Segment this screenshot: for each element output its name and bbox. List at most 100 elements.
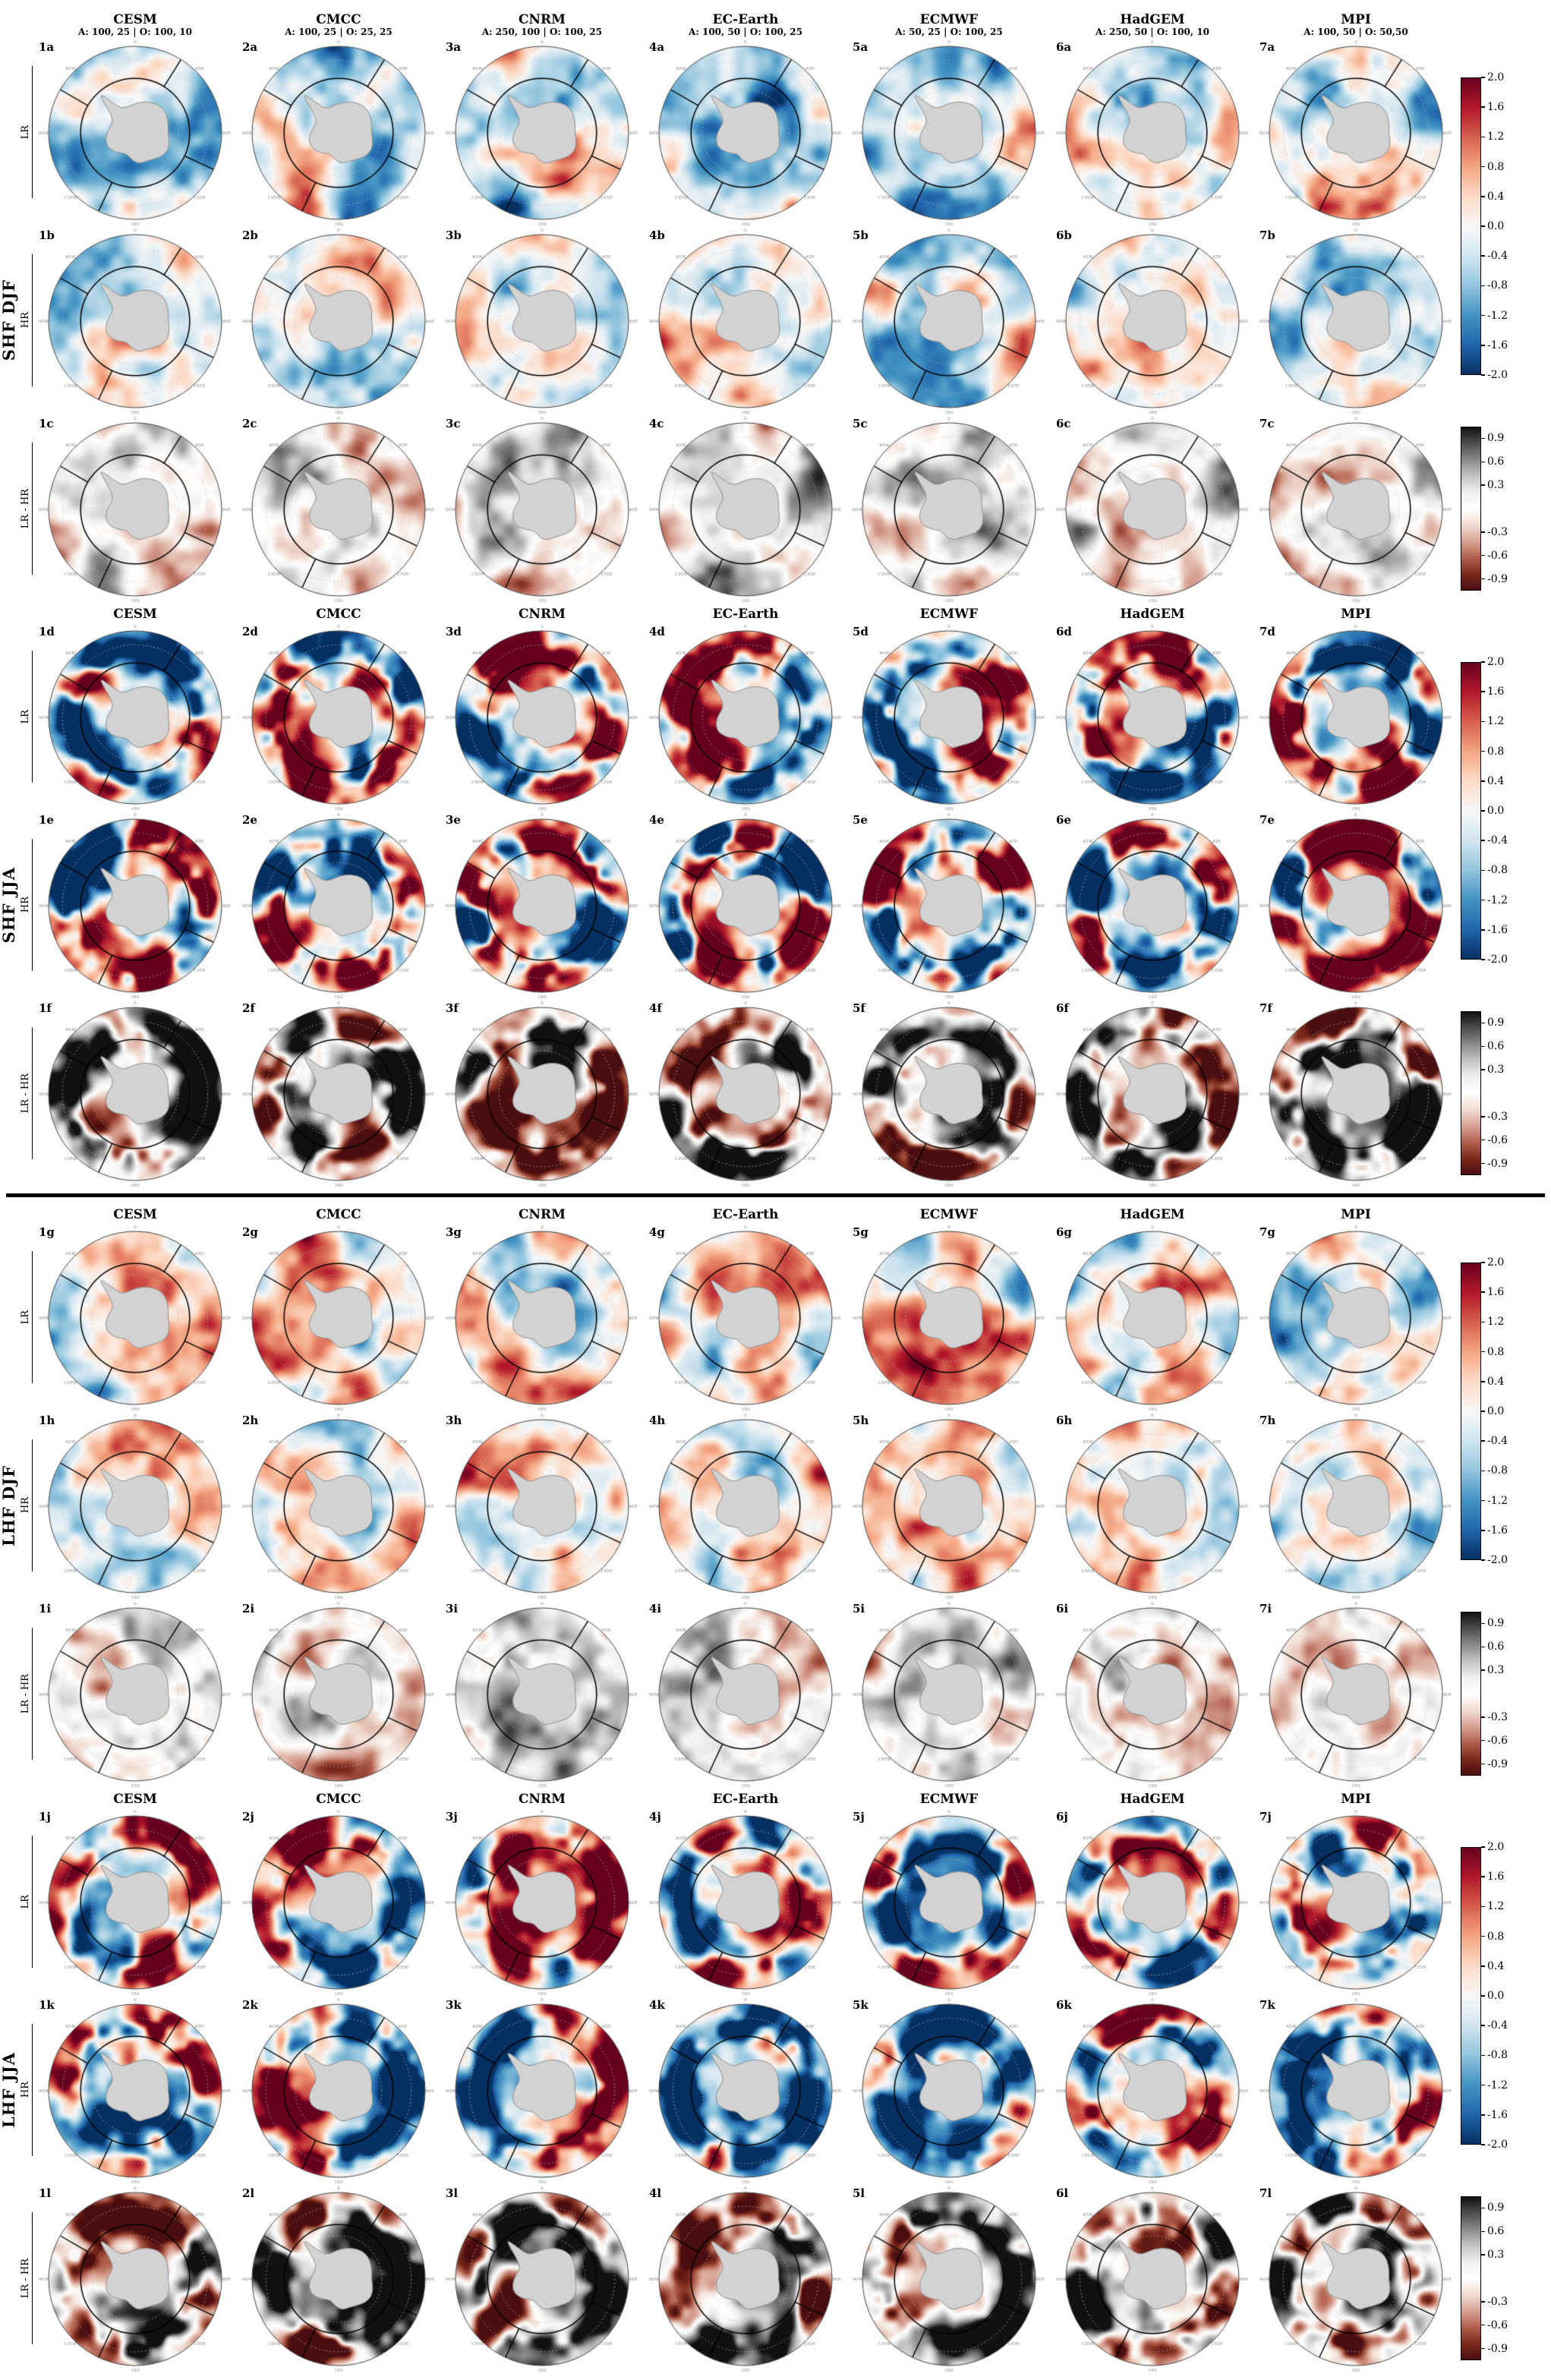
map-panel-2a: 2a: [237, 38, 440, 226]
model-name-label: HadGEM: [1120, 12, 1185, 28]
tick-value: -0.6: [1487, 1133, 1508, 1146]
antarctic-map-canvas: [33, 623, 237, 811]
panel-id-label: 2c: [242, 417, 257, 430]
tick-value: -2.0: [1487, 954, 1508, 966]
map-panel-5l: 5l: [847, 2184, 1051, 2372]
panel-id-label: 2j: [242, 1810, 254, 1824]
model-name-label: ECMWF: [919, 607, 979, 623]
antarctic-map-canvas: [33, 415, 237, 603]
antarctic-map-canvas: [440, 415, 644, 603]
tick-mark: [1481, 314, 1485, 317]
season-label-cell: SHF DJF: [0, 38, 18, 603]
antarctic-map-canvas: [1051, 999, 1254, 1187]
antarctic-map-canvas: [1051, 226, 1254, 415]
colorbar-tick: -0.3: [1481, 1111, 1508, 1123]
tick-value: 1.6: [1487, 1871, 1505, 1884]
colorbar-tick: 0.8: [1481, 1346, 1504, 1358]
tick-mark: [1481, 780, 1485, 782]
colorbar-tick: 0.3: [1481, 1664, 1504, 1676]
tick-mark: [1481, 2207, 1485, 2209]
panel-id-label: 2f: [242, 1001, 255, 1015]
map-panel-5g: 5g: [847, 1223, 1051, 1411]
tick-value: -0.8: [1487, 279, 1508, 292]
colorbar-tick: -0.9: [1481, 573, 1508, 585]
colorbar-tick: 0.9: [1481, 1017, 1504, 1029]
model-name-label: ECMWF: [919, 1792, 979, 1808]
model-name-label: EC-Earth: [712, 1792, 779, 1808]
colorbar-gradient: [1461, 77, 1481, 375]
tick-mark: [1481, 1022, 1485, 1024]
colorbar-tick: -0.3: [1481, 526, 1508, 538]
tick-value: -0.6: [1487, 1734, 1508, 1747]
colorbar-flux-block2: 2.0 1.6 1.2 0.8 0.4 0.0 -0.4 -0.8 -1.2 -1.6 -2.0: [1458, 1223, 1548, 1600]
panel-id-label: 4e: [649, 813, 664, 827]
map-panel-6g: 6g: [1051, 1223, 1254, 1411]
tick-mark: [1481, 1846, 1485, 1848]
tick-mark: [1481, 720, 1485, 723]
model-resolution-label: A: 100, 25 | O: 25, 25: [285, 26, 392, 37]
map-panel-1d: 1d: [33, 623, 237, 811]
resolution-row-label: LR - HR: [19, 1073, 31, 1114]
map-panel-5f: 5f: [847, 999, 1051, 1187]
colorbar-tick: 0.4: [1481, 191, 1504, 203]
tick-value: 0.0: [1487, 1405, 1505, 1417]
map-panel-4i: 4i: [644, 1600, 847, 1788]
antarctic-map-canvas: [237, 415, 440, 603]
antarctic-map-canvas: [644, 1808, 847, 1996]
block-body: LHF DJF LR 1g 2g 3g 4g 5g 6g 7g HR 1h 2h 3h 4h 5h 6h 7h L…: [0, 1223, 1551, 1788]
panel-id-label: 6k: [1056, 1998, 1072, 2012]
panel-id-label: 3l: [446, 2186, 459, 2200]
antarctic-map-canvas: [644, 38, 847, 226]
column-header-cnrm: CNRM A: 250, 100 | O: 100, 25: [440, 13, 644, 38]
tick-mark: [1481, 1530, 1485, 1531]
colorbar-diff-block2: 0.9 0.6 0.3 -0.3 -0.6 -0.9: [1458, 1600, 1548, 1788]
colorbar-tick: 2.0: [1481, 1256, 1504, 1269]
tick-value: -1.6: [1487, 2108, 1508, 2121]
model-name-label: HadGEM: [1120, 1792, 1185, 1808]
antarctic-map-canvas: [1254, 2184, 1458, 2372]
colorbar-tick: 0.3: [1481, 479, 1504, 491]
column-header-cnrm: CNRM: [440, 1792, 644, 1808]
colorbar-tick: -2.0: [1481, 1554, 1508, 1566]
panel-id-label: 6a: [1056, 40, 1072, 54]
panel-id-label: 6c: [1056, 417, 1071, 430]
panel-id-label: 1e: [39, 813, 54, 827]
map-panel-1g: 1g: [33, 1223, 237, 1411]
tick-value: 2.0: [1487, 656, 1505, 668]
map-panel-3a: 3a: [440, 38, 644, 226]
map-panel-4d: 4d: [644, 623, 847, 811]
tick-mark: [1481, 1622, 1485, 1625]
panel-id-label: 7i: [1259, 1602, 1272, 1616]
map-panel-7g: 7g: [1254, 1223, 1458, 1411]
colorbar-tick: 1.2: [1481, 715, 1504, 727]
colorbar-diff-block3: 0.9 0.6 0.3 -0.3 -0.6 -0.9: [1458, 2184, 1548, 2372]
column-header-ec-earth: EC-Earth: [644, 1208, 847, 1223]
resolution-row-label: HR: [19, 312, 31, 329]
row-label-cell: HR: [17, 811, 33, 999]
tick-value: -0.9: [1487, 572, 1508, 585]
tick-value: 0.8: [1487, 1345, 1505, 1358]
colorbar-tick: -1.2: [1481, 894, 1508, 906]
antarctic-map-canvas: [440, 38, 644, 226]
map-panel-5h: 5h: [847, 1411, 1051, 1600]
tick-value: 0.0: [1487, 1990, 1505, 2002]
map-panel-6c: 6c: [1051, 415, 1254, 603]
panel-id-label: 1l: [39, 2186, 52, 2200]
antarctic-map-canvas: [1254, 811, 1458, 999]
tick-mark: [1481, 1351, 1485, 1353]
map-panel-6f: 6f: [1051, 999, 1254, 1187]
tick-value: 1.6: [1487, 1286, 1505, 1299]
tick-value: -1.2: [1487, 894, 1508, 906]
panel-id-label: 3k: [446, 1998, 462, 2012]
antarctic-map-canvas: [237, 1600, 440, 1788]
column-header-hadgem: HadGEM: [1051, 607, 1254, 623]
map-panel-4f: 4f: [644, 999, 847, 1187]
panel-id-label: 6j: [1056, 1810, 1068, 1824]
model-resolution-label: A: 100, 50 | O: 100, 25: [689, 26, 802, 37]
tick-mark: [1481, 1906, 1485, 1908]
panel-id-label: 1f: [39, 1001, 52, 1015]
model-resolution-label: A: 250, 50 | O: 100, 10: [1095, 26, 1209, 37]
season-label: SHF JJA: [0, 866, 18, 944]
antarctic-map-canvas: [237, 999, 440, 1187]
antarctic-map-canvas: [33, 2184, 237, 2372]
